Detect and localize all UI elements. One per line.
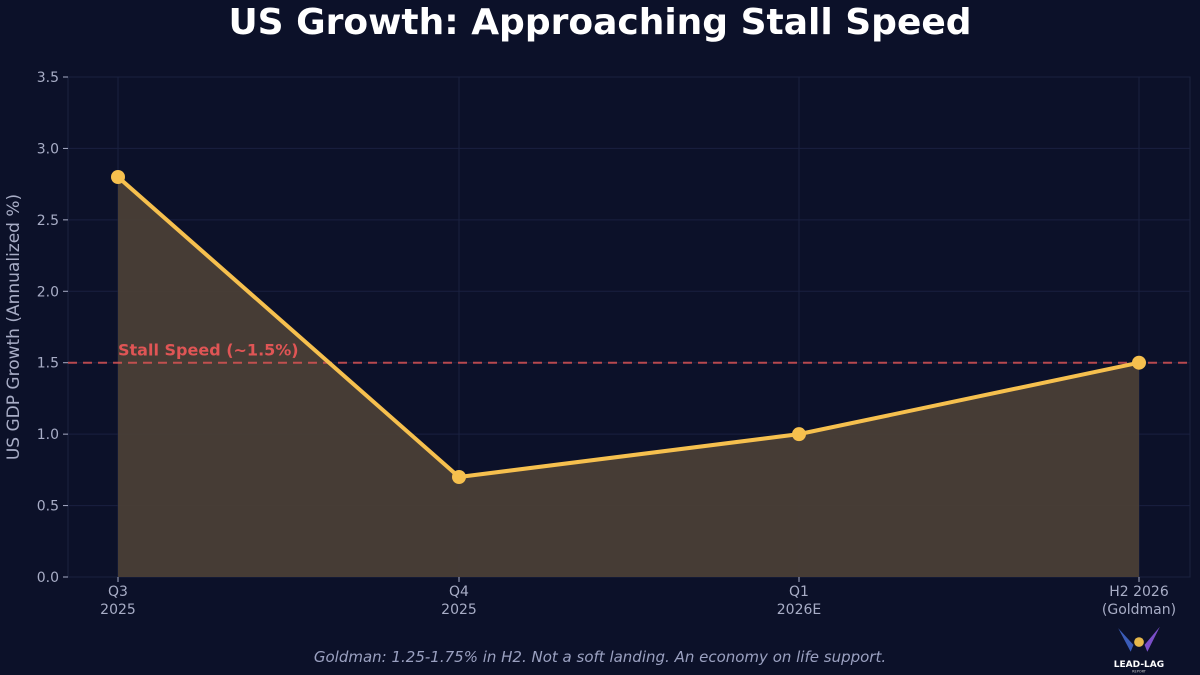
y-tick-label: 1.0 <box>37 427 59 443</box>
y-tick-label: 3.0 <box>37 141 59 157</box>
y-tick-label: 1.5 <box>37 356 59 372</box>
data-point <box>111 170 125 184</box>
x-tick-label: Q1 <box>789 584 809 600</box>
svg-text:LEAD-LAG: LEAD-LAG <box>1114 660 1164 670</box>
x-tick-label: 2026E <box>777 602 821 618</box>
data-point <box>792 427 806 442</box>
data-point <box>452 470 466 484</box>
x-tick-label: Q4 <box>449 584 469 600</box>
lead-lag-logo: LEAD-LAG REPORT <box>1114 626 1164 674</box>
x-tick-label: 2025 <box>441 602 477 618</box>
x-tick-label: Q3 <box>108 584 128 600</box>
x-tick-label: 2025 <box>100 602 136 618</box>
y-tick-label: 0.5 <box>37 499 59 515</box>
chart-caption: Goldman: 1.25-1.75% in H2. Not a soft la… <box>313 648 887 666</box>
y-tick-label: 2.0 <box>37 284 59 300</box>
data-point <box>1132 355 1146 370</box>
chart-title: US Growth: Approaching Stall Speed <box>228 2 972 43</box>
y-tick-label: 2.5 <box>37 213 59 229</box>
area-fill <box>118 177 1139 577</box>
series-line <box>116 175 1140 479</box>
stall-speed-label: Stall Speed (~1.5%) <box>118 341 299 360</box>
y-tick-label: 0.0 <box>37 570 59 586</box>
x-tick-label: H2 2026 <box>1109 584 1169 600</box>
x-tick-label: (Goldman) <box>1102 602 1176 618</box>
svg-text:REPORT: REPORT <box>1132 670 1147 674</box>
y-tick-label: 3.5 <box>37 70 59 86</box>
y-axis-label: US GDP Growth (Annualized %) <box>4 194 24 460</box>
